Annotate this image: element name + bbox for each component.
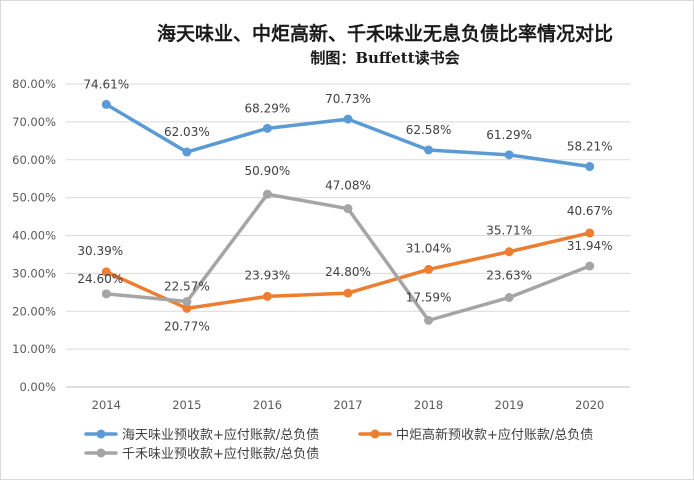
data-label: 35.71% <box>486 224 532 238</box>
data-point <box>262 189 272 199</box>
data-label: 30.39% <box>77 244 123 258</box>
data-label: 31.94% <box>567 239 613 253</box>
data-point <box>182 147 192 157</box>
data-label: 74.61% <box>83 77 129 91</box>
legend-marker <box>96 429 106 439</box>
data-label: 23.63% <box>486 269 532 283</box>
x-tick-label: 2015 <box>172 398 201 412</box>
legend-marker <box>96 448 106 458</box>
data-point <box>424 264 434 274</box>
data-label: 17.59% <box>406 290 452 304</box>
y-tick-label: 20.00% <box>12 304 56 318</box>
chart-title: 海天味业、中炬高新、千禾味业无息负债比率情况对比 <box>157 22 613 45</box>
data-label: 31.04% <box>406 241 452 255</box>
x-tick-label: 2018 <box>414 398 443 412</box>
data-point <box>182 303 192 313</box>
legend-label: 中炬高新预收款+应付账款/总负债 <box>396 427 593 443</box>
chart-subtitle: 制图：Buffett读书会 <box>310 49 459 67</box>
legend: 海天味业预收款+应付账款/总负债 中炬高新预收款+应付账款/总负债千禾味业预收款+… <box>84 427 593 462</box>
data-point <box>101 267 111 277</box>
data-label: 61.29% <box>486 128 532 142</box>
data-label: 24.80% <box>325 265 371 279</box>
y-tick-label: 10.00% <box>12 342 56 356</box>
data-point <box>182 297 192 307</box>
y-tick-label: 50.00% <box>12 191 56 205</box>
legend-marker <box>370 429 380 439</box>
y-axis-ticks: 0.00% 10.00% 20.00% 30.00% 40.00% 50.00% 60.00… <box>12 77 56 394</box>
data-point <box>343 288 353 298</box>
legend-label: 海天味业预收款+应付账款/总负债 <box>122 427 319 443</box>
data-label: 24.60% <box>77 272 123 286</box>
series-lines <box>101 99 595 325</box>
data-point <box>262 123 272 133</box>
data-label: 47.08% <box>325 179 371 193</box>
data-label: 22.57% <box>164 280 210 294</box>
data-point <box>343 204 353 214</box>
data-point <box>424 145 434 155</box>
data-label: 58.21% <box>567 140 613 154</box>
data-label: 68.29% <box>245 101 291 115</box>
y-tick-label: 70.00% <box>12 115 56 129</box>
legend-label: 千禾味业预收款+应付账款/总负债 <box>122 446 319 462</box>
data-label: 62.03% <box>164 125 210 139</box>
x-axis-ticks: 2014 2015 2016 2017 2018 2019 2020 <box>92 398 605 412</box>
x-tick-label: 2016 <box>253 398 282 412</box>
x-tick-label: 2014 <box>92 398 121 412</box>
x-tick-label: 2020 <box>575 398 604 412</box>
data-label: 20.77% <box>164 319 210 333</box>
x-tick-label: 2019 <box>495 398 524 412</box>
y-tick-label: 40.00% <box>12 229 56 243</box>
data-point <box>262 291 272 301</box>
data-label: 62.58% <box>406 123 452 137</box>
data-label: 40.67% <box>567 204 613 218</box>
y-tick-label: 0.00% <box>19 380 56 394</box>
x-tick-label: 2017 <box>333 398 362 412</box>
data-point <box>504 150 514 160</box>
data-point <box>585 261 595 271</box>
data-point <box>343 114 353 124</box>
data-point <box>504 247 514 257</box>
y-tick-label: 80.00% <box>12 77 56 91</box>
data-point <box>504 293 514 303</box>
data-point <box>585 162 595 172</box>
data-labels: 74.61% 62.03% 68.29% 70.73% 62.58% 61.29% 58.2… <box>77 77 612 333</box>
data-point <box>101 99 111 109</box>
data-point <box>585 228 595 238</box>
y-tick-label: 60.00% <box>12 153 56 167</box>
data-point <box>101 289 111 299</box>
data-point <box>424 315 434 325</box>
data-label: 50.90% <box>245 164 291 178</box>
data-label: 70.73% <box>325 92 371 106</box>
data-label: 23.93% <box>245 268 291 282</box>
y-tick-label: 30.00% <box>12 266 56 280</box>
